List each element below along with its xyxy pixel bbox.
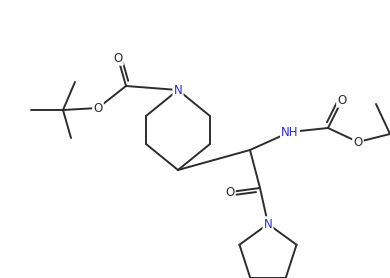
Text: O: O — [225, 185, 235, 198]
Text: O: O — [113, 51, 122, 64]
Text: N: N — [264, 217, 272, 230]
Text: O: O — [337, 93, 347, 106]
Text: NH: NH — [281, 125, 299, 138]
Text: N: N — [174, 83, 183, 96]
Text: O: O — [353, 135, 363, 148]
Text: O: O — [93, 101, 103, 115]
